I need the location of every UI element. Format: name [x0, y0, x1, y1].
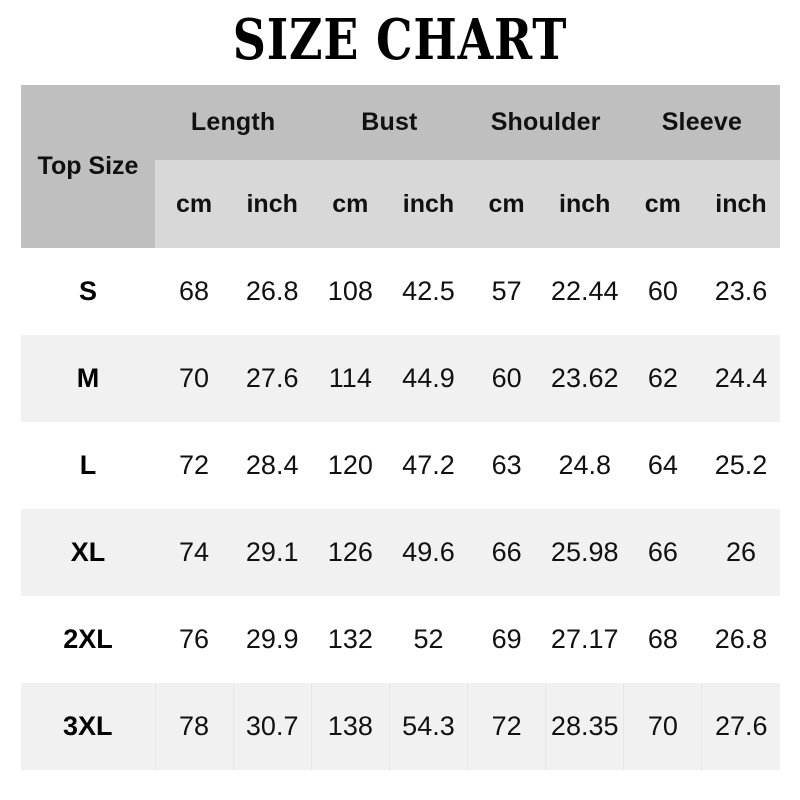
cell-bust-inch: 49.6	[389, 509, 468, 596]
cell-bust-inch: 52	[389, 596, 468, 683]
cell-size: L	[21, 422, 155, 509]
cell-shoulder-cm: 69	[467, 596, 546, 683]
header-unit-bust-inch: inch	[389, 160, 468, 248]
size-chart-table-wrapper: Top Size Length Bust Shoulder Sleeve cm …	[21, 85, 781, 770]
table-body: S 68 26.8 108 42.5 57 22.44 60 23.6 M 70…	[21, 248, 781, 770]
header-row-groups: Top Size Length Bust Shoulder Sleeve	[21, 85, 781, 248]
cell-length-cm: 72	[155, 422, 234, 509]
cell-bust-cm: 138	[311, 683, 390, 770]
cell-bust-inch: 44.9	[389, 335, 468, 422]
header-top-size: Top Size	[21, 85, 155, 248]
header-unit-sleeve-cm: cm	[623, 160, 702, 248]
cell-sleeve-inch: 26.8	[701, 596, 781, 683]
header-unit-length-cm: cm	[155, 160, 234, 248]
cell-length-inch: 30.7	[233, 683, 312, 770]
cell-bust-cm: 108	[311, 248, 390, 335]
cell-bust-inch: 47.2	[389, 422, 468, 509]
header-row-units: cm inch cm inch cm inch cm inch	[21, 160, 781, 248]
cell-sleeve-inch: 23.6	[701, 248, 781, 335]
header-group-length: Length	[155, 85, 312, 160]
cell-sleeve-inch: 26	[701, 509, 781, 596]
cell-size: S	[21, 248, 155, 335]
cell-shoulder-cm: 60	[467, 335, 546, 422]
cell-shoulder-cm: 72	[467, 683, 547, 770]
cell-length-cm: 78	[155, 683, 234, 770]
cell-sleeve-cm: 62	[623, 335, 702, 422]
cell-bust-cm: 132	[311, 596, 390, 683]
cell-size: XL	[21, 509, 155, 596]
header-unit-bust-cm: cm	[311, 160, 390, 248]
cell-length-cm: 68	[155, 248, 234, 335]
cell-bust-cm: 120	[311, 422, 390, 509]
cell-size: 3XL	[21, 683, 156, 770]
cell-sleeve-inch: 25.2	[701, 422, 781, 509]
cell-bust-inch: 54.3	[389, 683, 469, 770]
header-group-shoulder: Shoulder	[467, 85, 624, 160]
cell-shoulder-inch: 24.8	[545, 422, 624, 509]
table-row: 2XL 76 29.9 132 52 69 27.17 68 26.8	[21, 596, 781, 683]
table-header: Top Size Length Bust Shoulder Sleeve cm …	[21, 85, 781, 248]
table-row: 3XL 78 30.7 138 54.3 72 28.35 70 27.6	[21, 683, 781, 770]
cell-length-inch: 28.4	[233, 422, 312, 509]
page-title: SIZE CHART	[232, 7, 568, 73]
cell-sleeve-cm: 66	[623, 509, 702, 596]
cell-shoulder-inch: 28.35	[545, 683, 625, 770]
header-group-bust: Bust	[311, 85, 468, 160]
header-unit-length-inch: inch	[233, 160, 312, 248]
cell-sleeve-inch: 27.6	[701, 683, 781, 770]
header-unit-sleeve-inch: inch	[701, 160, 781, 248]
table-row: S 68 26.8 108 42.5 57 22.44 60 23.6	[21, 248, 781, 335]
cell-shoulder-inch: 22.44	[545, 248, 624, 335]
cell-shoulder-cm: 57	[467, 248, 546, 335]
table-row: L 72 28.4 120 47.2 63 24.8 64 25.2	[21, 422, 781, 509]
cell-length-inch: 27.6	[233, 335, 312, 422]
cell-shoulder-cm: 66	[467, 509, 546, 596]
cell-sleeve-cm: 64	[623, 422, 702, 509]
cell-length-inch: 29.9	[233, 596, 312, 683]
cell-sleeve-inch: 24.4	[701, 335, 781, 422]
cell-bust-inch: 42.5	[389, 248, 468, 335]
cell-shoulder-cm: 63	[467, 422, 546, 509]
size-chart-table: Top Size Length Bust Shoulder Sleeve cm …	[21, 85, 781, 770]
cell-shoulder-inch: 25.98	[545, 509, 624, 596]
header-group-sleeve: Sleeve	[623, 85, 781, 160]
header-unit-shoulder-inch: inch	[545, 160, 624, 248]
table-row: M 70 27.6 114 44.9 60 23.62 62 24.4	[21, 335, 781, 422]
cell-sleeve-cm: 60	[623, 248, 702, 335]
cell-sleeve-cm: 70	[623, 683, 703, 770]
table-row: XL 74 29.1 126 49.6 66 25.98 66 26	[21, 509, 781, 596]
header-unit-shoulder-cm: cm	[467, 160, 546, 248]
cell-length-cm: 70	[155, 335, 234, 422]
cell-size: 2XL	[21, 596, 155, 683]
cell-length-inch: 26.8	[233, 248, 312, 335]
cell-shoulder-inch: 27.17	[545, 596, 624, 683]
cell-size: M	[21, 335, 155, 422]
cell-sleeve-cm: 68	[623, 596, 702, 683]
cell-length-inch: 29.1	[233, 509, 312, 596]
cell-bust-cm: 126	[311, 509, 390, 596]
cell-length-cm: 76	[155, 596, 234, 683]
cell-length-cm: 74	[155, 509, 234, 596]
cell-bust-cm: 114	[311, 335, 390, 422]
cell-shoulder-inch: 23.62	[545, 335, 624, 422]
